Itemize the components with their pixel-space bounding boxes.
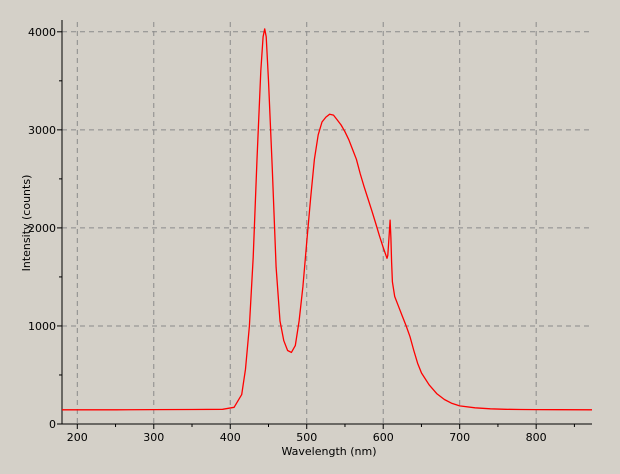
y-tick-label: 4000 bbox=[28, 26, 56, 39]
y-tick-label: 1000 bbox=[28, 320, 56, 333]
x-tick-label: 700 bbox=[449, 431, 470, 444]
spectrum-line bbox=[62, 28, 593, 411]
x-tick-label: 200 bbox=[67, 431, 88, 444]
x-tick-label: 600 bbox=[373, 431, 394, 444]
x-tick-label: 400 bbox=[220, 431, 241, 444]
x-tick-label: 500 bbox=[296, 431, 317, 444]
x-tick-label: 800 bbox=[526, 431, 547, 444]
y-tick-label: 3000 bbox=[28, 124, 56, 137]
y-tick-label: 0 bbox=[49, 418, 56, 431]
x-tick-label: 300 bbox=[143, 431, 164, 444]
x-axis-title: Wavelength (nm) bbox=[281, 445, 376, 458]
y-tick-label: 2000 bbox=[28, 222, 56, 235]
y-axis-title: Intensity (counts) bbox=[20, 175, 33, 272]
